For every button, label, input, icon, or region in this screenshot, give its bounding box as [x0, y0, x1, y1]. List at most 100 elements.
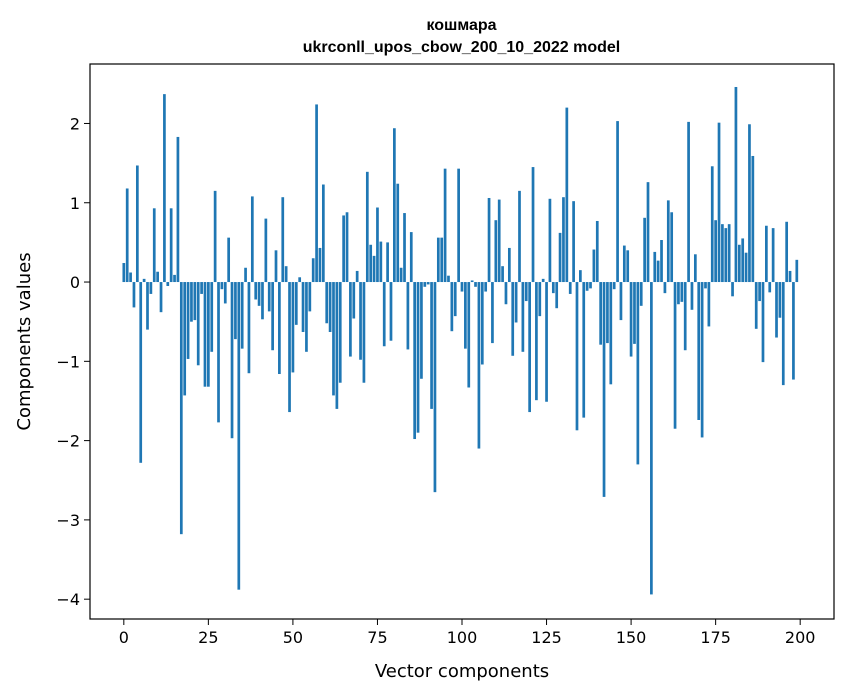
- bar-147: [619, 282, 623, 321]
- bar-91: [430, 282, 433, 409]
- bar-169: [693, 254, 697, 283]
- bar-164: [677, 282, 680, 305]
- bar-8: [149, 282, 153, 294]
- bar-195: [781, 282, 785, 386]
- bar-87: [416, 282, 420, 433]
- bar-193: [775, 282, 778, 338]
- bar-119: [524, 282, 528, 302]
- bars-group: [122, 86, 799, 595]
- bar-121: [531, 167, 535, 283]
- bar-191: [768, 282, 772, 293]
- bar-168: [690, 282, 694, 310]
- bar-161: [666, 200, 670, 283]
- x-tick-label: 25: [198, 628, 218, 647]
- bar-74: [372, 255, 376, 283]
- bar-186: [751, 155, 755, 283]
- bar-122: [535, 282, 538, 401]
- bar-135: [579, 270, 582, 283]
- chart-subtitle: ukrconll_upos_cbow_200_10_2022 model: [303, 39, 620, 56]
- bar-139: [592, 249, 596, 283]
- bar-109: [491, 282, 494, 344]
- bar-116: [514, 282, 518, 323]
- bar-70: [359, 282, 362, 360]
- bar-25: [207, 282, 210, 387]
- y-tick-label: 2: [70, 114, 80, 133]
- x-axis-label: Vector components: [375, 661, 549, 682]
- x-tick-label: 100: [447, 628, 478, 647]
- bar-97: [450, 282, 454, 332]
- bar-69: [355, 270, 359, 283]
- bar-37: [247, 282, 251, 374]
- bar-162: [670, 212, 674, 283]
- plot-frame: [89, 63, 835, 620]
- bar-50: [291, 282, 295, 373]
- bar-117: [518, 190, 521, 283]
- bar-42: [264, 218, 268, 283]
- x-tick-label: 150: [616, 628, 647, 647]
- bar-64: [338, 282, 342, 383]
- bar-126: [548, 198, 552, 283]
- bar-149: [626, 250, 630, 283]
- bar-1: [125, 188, 129, 283]
- bar-145: [612, 282, 616, 290]
- bar-154: [643, 217, 646, 283]
- bar-114: [507, 247, 511, 283]
- bar-197: [788, 270, 792, 283]
- bar-104: [474, 282, 477, 287]
- bar-156: [650, 282, 653, 595]
- bar-180: [731, 282, 734, 297]
- y-tick-label: 0: [70, 273, 80, 292]
- bar-54: [305, 282, 308, 352]
- bar-111: [497, 199, 501, 283]
- bar-55: [308, 282, 312, 312]
- bar-59: [321, 184, 325, 283]
- bar-167: [687, 121, 690, 283]
- x-tick-label: 200: [785, 628, 816, 647]
- y-axis-ticks: −4 −3 −2 −1 0 1 2: [56, 114, 90, 609]
- bar-199: [795, 259, 799, 283]
- bar-60: [325, 282, 329, 324]
- bar-72: [365, 171, 369, 283]
- bar-34: [237, 282, 241, 590]
- bar-6: [142, 278, 146, 283]
- bar-113: [504, 282, 508, 305]
- bar-144: [609, 282, 613, 385]
- bar-52: [298, 277, 302, 283]
- bar-83: [403, 213, 406, 283]
- bar-188: [758, 282, 761, 302]
- x-tick-label: 75: [367, 628, 387, 647]
- bar-137: [585, 282, 589, 291]
- bar-43: [267, 282, 271, 312]
- bar-23: [200, 282, 203, 294]
- bar-95: [443, 168, 447, 283]
- bar-28: [217, 282, 220, 423]
- bar-68: [352, 282, 356, 319]
- bar-110: [494, 220, 498, 283]
- bar-75: [376, 207, 379, 283]
- bar-172: [704, 282, 707, 289]
- bar-92: [433, 282, 437, 493]
- bar-78: [386, 242, 389, 283]
- bar-26: [210, 282, 214, 352]
- bar-35: [240, 282, 244, 349]
- bar-158: [656, 260, 660, 283]
- bar-71: [362, 282, 366, 383]
- bar-99: [457, 168, 460, 283]
- bar-0: [122, 263, 126, 283]
- bar-22: [196, 282, 200, 366]
- bar-133: [572, 201, 575, 283]
- bar-138: [589, 282, 592, 289]
- bar-36: [244, 267, 247, 283]
- bar-21: [193, 282, 197, 321]
- bar-173: [707, 282, 711, 327]
- bar-157: [653, 251, 657, 283]
- x-tick-label: 175: [700, 628, 731, 647]
- x-tick-label: 0: [119, 628, 129, 647]
- bar-77: [382, 282, 386, 347]
- bar-142: [602, 282, 606, 497]
- bar-187: [754, 282, 758, 329]
- bar-141: [599, 282, 603, 345]
- bar-63: [335, 282, 339, 409]
- bar-76: [379, 241, 383, 283]
